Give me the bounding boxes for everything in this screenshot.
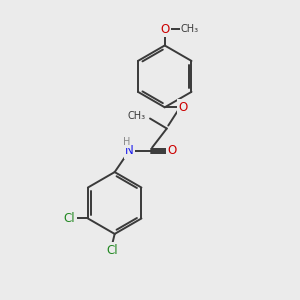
Text: O: O: [160, 23, 169, 36]
Text: O: O: [178, 101, 188, 114]
Text: H: H: [123, 137, 131, 147]
Text: CH₃: CH₃: [181, 24, 199, 34]
Text: Cl: Cl: [64, 212, 75, 225]
Text: N: N: [125, 144, 134, 157]
Text: CH₃: CH₃: [128, 111, 146, 121]
Text: Cl: Cl: [106, 244, 118, 256]
Text: O: O: [167, 144, 176, 157]
